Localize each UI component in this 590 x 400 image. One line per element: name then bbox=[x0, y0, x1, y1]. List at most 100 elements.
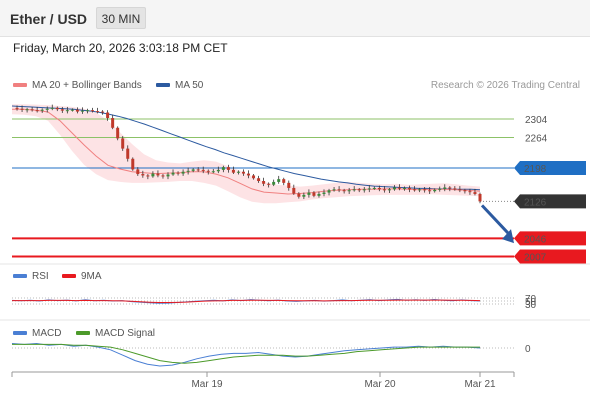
candle-body bbox=[307, 192, 311, 195]
candle-body bbox=[45, 108, 49, 110]
candle-body bbox=[332, 189, 336, 191]
candle-body bbox=[337, 189, 341, 191]
candle-body bbox=[453, 188, 457, 190]
instrument-title: Ether / USD bbox=[10, 11, 88, 27]
x-tick-label: Mar 20 bbox=[364, 379, 396, 390]
ma20-swatch bbox=[13, 83, 27, 88]
macd-swatch bbox=[13, 331, 27, 336]
candle-body bbox=[96, 111, 100, 113]
candle-body bbox=[297, 193, 301, 197]
candle-body bbox=[20, 108, 24, 110]
legend-macd-label: MACD bbox=[32, 328, 62, 339]
candle-body bbox=[312, 192, 316, 196]
legend-macd-signal-label: MACD Signal bbox=[95, 328, 156, 339]
candle-body bbox=[478, 193, 482, 202]
candle-body bbox=[287, 182, 291, 188]
legend-ma50: MA 50 bbox=[156, 80, 203, 91]
candle-body bbox=[448, 187, 452, 189]
research-credit: Research © 2026 Trading Central bbox=[430, 80, 580, 91]
candle-body bbox=[458, 189, 462, 191]
level-label-2046: 2046 bbox=[524, 234, 547, 245]
legend-ma20: MA 20 + Bollinger Bands bbox=[13, 80, 142, 91]
candle-body bbox=[362, 189, 366, 191]
bollinger-band bbox=[12, 104, 480, 204]
candle-body bbox=[282, 179, 286, 183]
candle-body bbox=[267, 183, 271, 185]
candle-body bbox=[40, 109, 44, 111]
candle-body bbox=[473, 192, 477, 194]
forecast-arrow bbox=[480, 204, 512, 237]
candle-body bbox=[408, 187, 412, 190]
candle-body bbox=[75, 109, 79, 112]
candle-body bbox=[25, 109, 29, 111]
candle-body bbox=[206, 170, 210, 172]
candle-body bbox=[216, 169, 220, 172]
interval-button[interactable]: 30 MIN bbox=[96, 7, 146, 29]
legend-ma20-label: MA 20 + Bollinger Bands bbox=[32, 80, 142, 91]
candle-body bbox=[443, 187, 447, 189]
candle-body bbox=[257, 178, 261, 181]
candle-body bbox=[347, 190, 351, 192]
candle-body bbox=[15, 107, 19, 109]
ma50-line bbox=[11, 105, 481, 191]
legend-rsi-label: RSI bbox=[32, 271, 49, 282]
candle-body bbox=[161, 175, 165, 177]
candle-body bbox=[131, 158, 135, 170]
candle-body bbox=[387, 189, 391, 191]
legend-macd: MACD bbox=[13, 328, 61, 339]
candle-body bbox=[342, 190, 346, 192]
legend-rsi: RSI bbox=[13, 271, 49, 282]
candle-body bbox=[357, 189, 361, 191]
candle-body bbox=[377, 187, 381, 190]
candle-body bbox=[302, 194, 306, 197]
rsi-level-label: 70 bbox=[525, 294, 537, 305]
candle-body bbox=[221, 167, 225, 170]
candle-body bbox=[35, 110, 39, 112]
candle-body bbox=[171, 172, 175, 175]
candle-body bbox=[60, 109, 64, 111]
candle-body bbox=[247, 173, 251, 176]
candle-body bbox=[191, 169, 195, 171]
level-tag-2198 bbox=[514, 161, 586, 176]
macd-level-label: 0 bbox=[525, 344, 531, 355]
candle-body bbox=[382, 189, 386, 191]
candle-body bbox=[121, 138, 125, 149]
candle-body bbox=[85, 110, 89, 112]
macd-signal-swatch bbox=[76, 331, 90, 336]
candle-body bbox=[101, 111, 105, 113]
candle-body bbox=[277, 179, 281, 182]
candle-body bbox=[418, 189, 422, 191]
level-tag-2126 bbox=[514, 194, 586, 209]
x-tick-label: Mar 21 bbox=[464, 379, 496, 390]
candle-body bbox=[116, 127, 120, 139]
candle-body bbox=[397, 187, 401, 189]
candle-body bbox=[30, 109, 34, 111]
rsi-ma-line bbox=[12, 299, 481, 303]
candle-body bbox=[262, 181, 266, 184]
level-label-2007: 2007 bbox=[524, 252, 547, 263]
candle-body bbox=[392, 187, 396, 190]
chart-header: Ether / USD 30 MIN bbox=[0, 0, 590, 37]
candle-body bbox=[317, 193, 321, 196]
candle-body bbox=[352, 189, 356, 191]
candle-body bbox=[423, 189, 427, 191]
candle-body bbox=[272, 181, 276, 185]
candle-body bbox=[211, 171, 215, 173]
legend-rsi-ma-label: 9MA bbox=[81, 271, 102, 282]
candle-body bbox=[252, 175, 256, 179]
candle-body bbox=[141, 174, 145, 176]
candle-body bbox=[241, 171, 245, 174]
level-tag-2007 bbox=[514, 249, 586, 264]
rsi-level-label: 30 bbox=[525, 300, 537, 311]
forecast-arrowhead bbox=[502, 229, 514, 244]
legend-ma50-label: MA 50 bbox=[175, 80, 204, 91]
candle-body bbox=[91, 110, 95, 112]
ma50-swatch bbox=[156, 83, 170, 88]
level-label-2264: 2264 bbox=[525, 133, 548, 144]
candle-body bbox=[201, 169, 205, 171]
candle-body bbox=[166, 174, 170, 177]
macd-signal-line bbox=[12, 343, 480, 364]
candle-body bbox=[111, 118, 115, 128]
candle-body bbox=[50, 107, 54, 109]
